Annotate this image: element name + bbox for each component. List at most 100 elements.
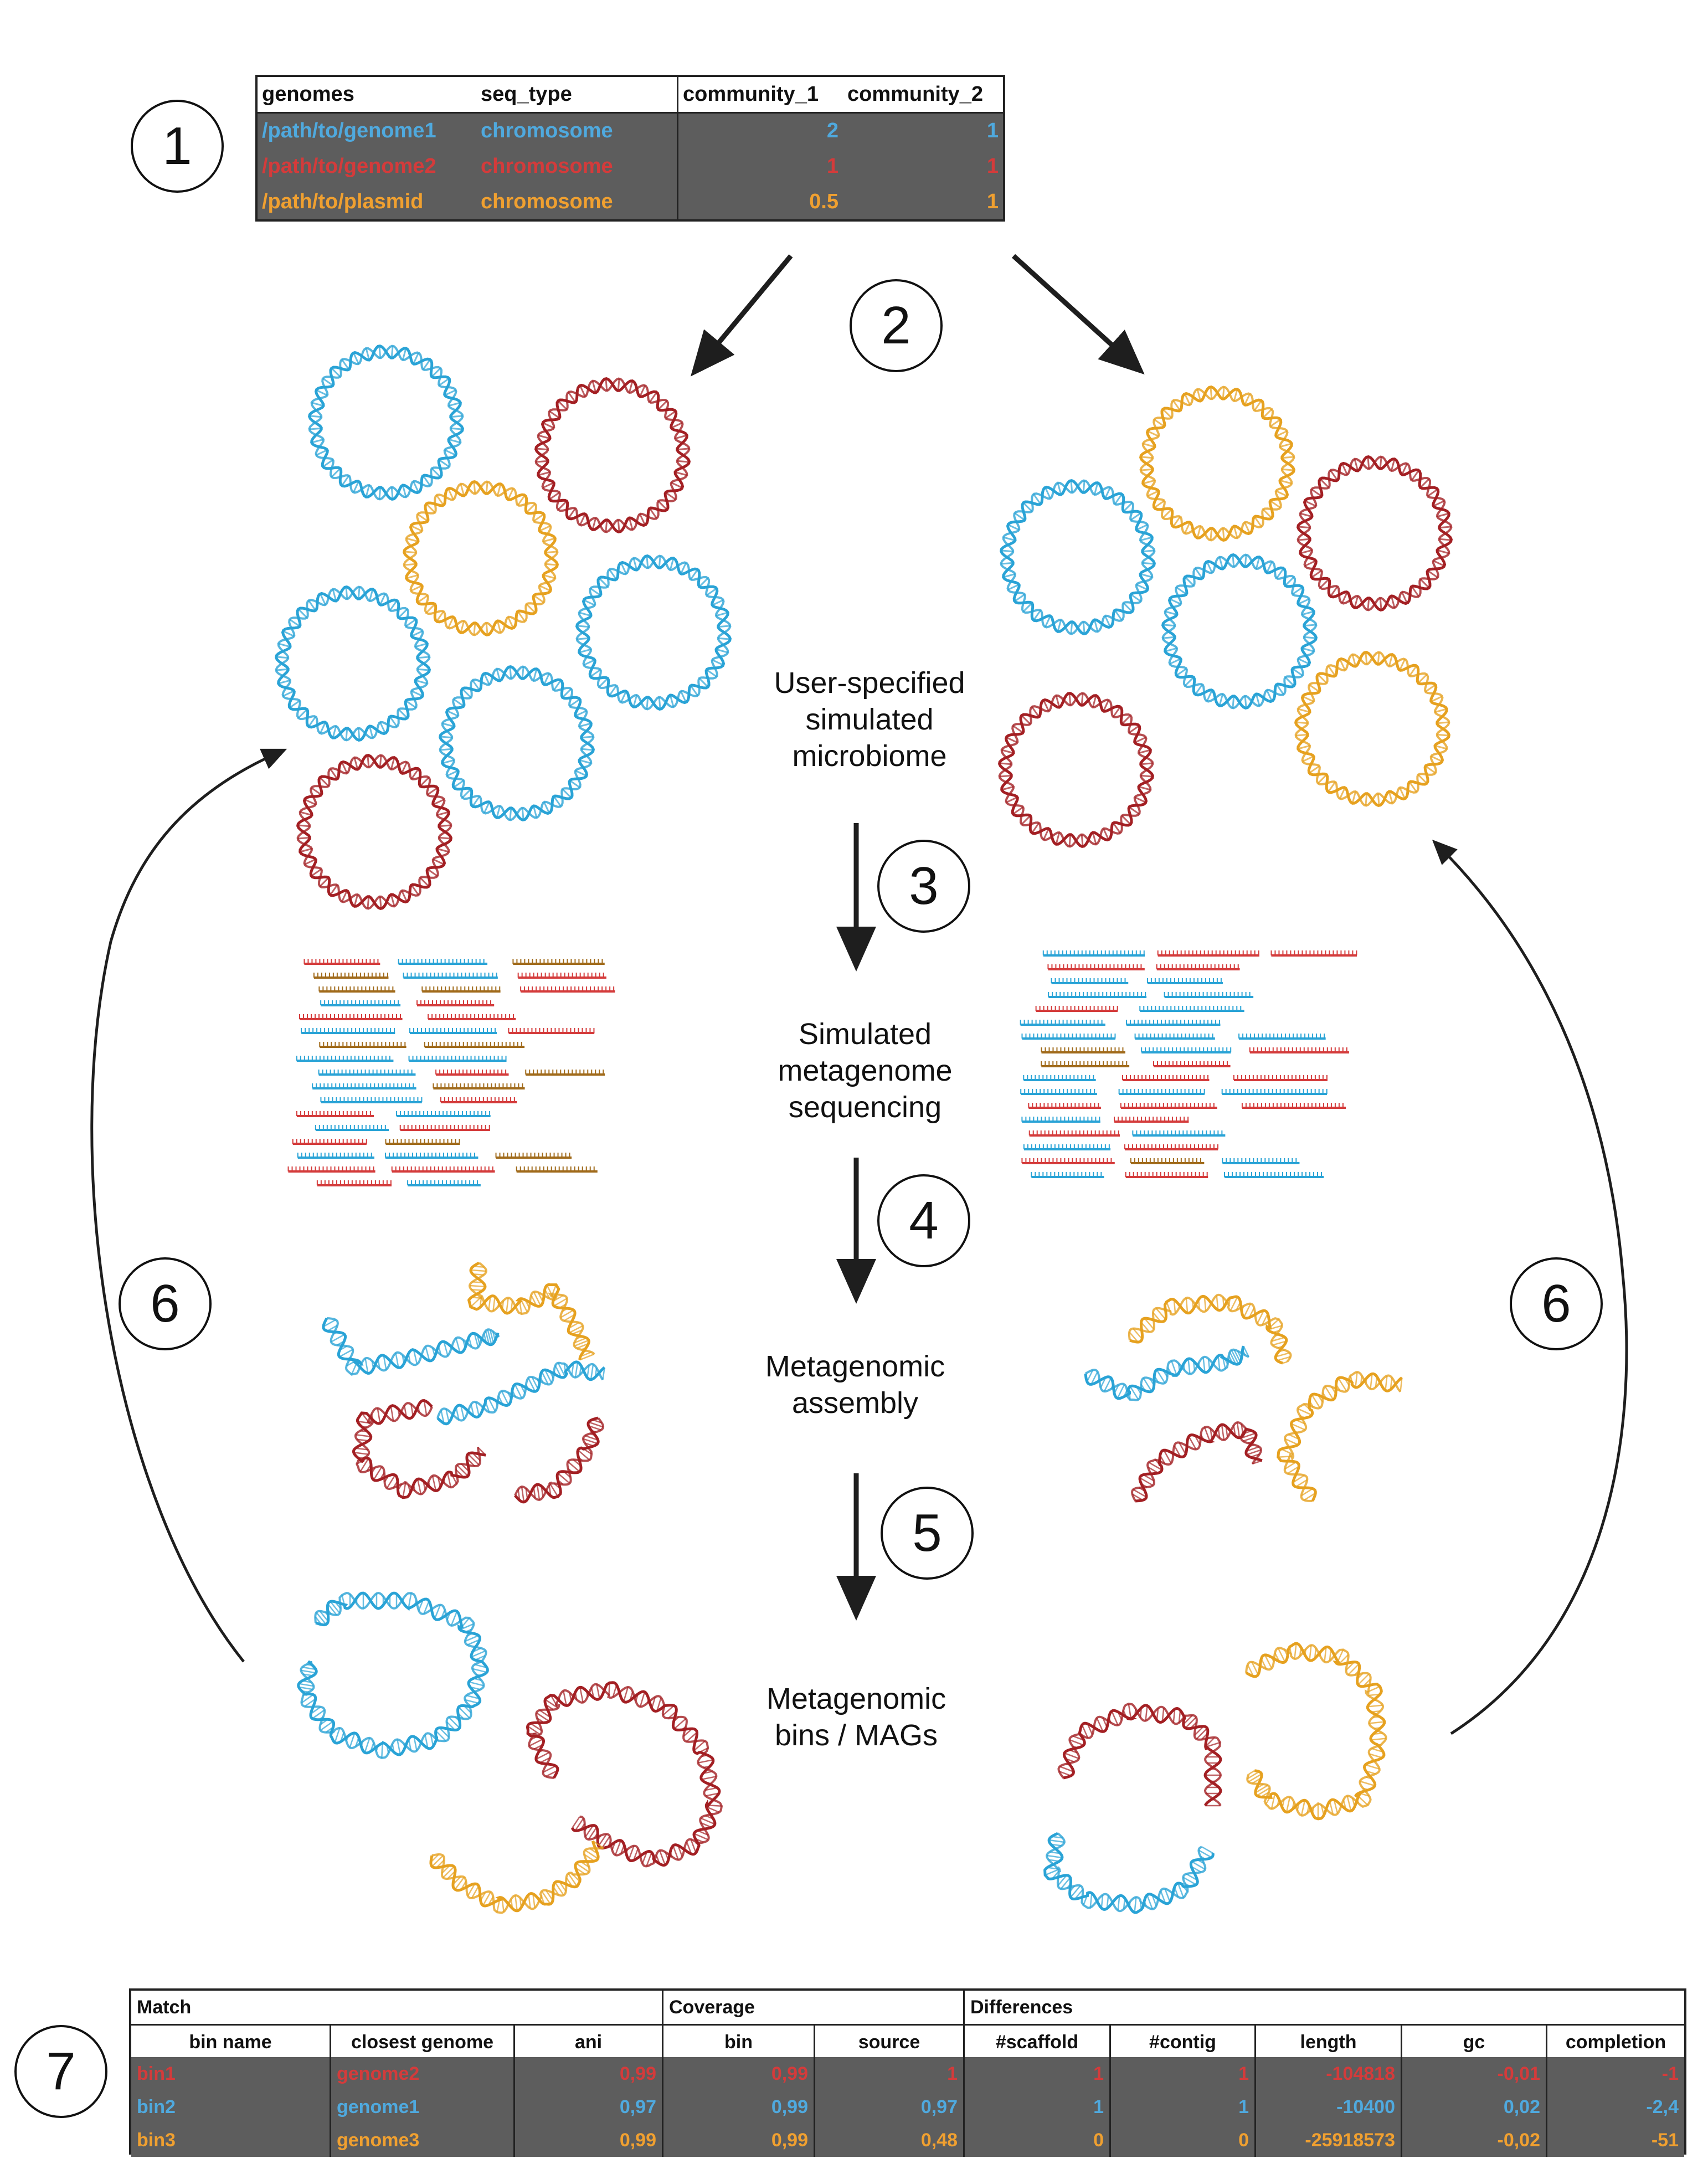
sequencing-read-icon (1125, 1172, 1208, 1178)
dna-ring-icon (999, 479, 1156, 636)
dna-strand-icon (436, 1360, 606, 1426)
sequencing-read-icon (403, 973, 498, 979)
scaffold-diff: 1 (963, 2090, 1109, 2124)
sequencing-read-icon (435, 1070, 509, 1076)
table-row: bin3 genome3 0,99 0,99 0,48 0 0 -2591857… (131, 2124, 1684, 2157)
step-badge-2: 2 (850, 279, 943, 372)
dna-strand-icon (467, 1261, 595, 1361)
seq-type: chromosome (476, 184, 677, 219)
sequencing-read-icon (1023, 1144, 1111, 1150)
sequencing-read-icon (424, 1042, 525, 1048)
ani-value: 0,99 (513, 2124, 662, 2157)
genome-path: /path/to/genome2 (258, 148, 476, 184)
results-table: Match Coverage Differences bin name clos… (129, 1988, 1686, 2157)
dna-strand-icon (1131, 1421, 1263, 1503)
sequencing-read-icon (320, 1097, 423, 1103)
sequencing-read-icon (428, 1014, 516, 1020)
dna-ring-icon (534, 377, 691, 534)
dna-strand-icon (1277, 1371, 1403, 1502)
sequencing-read-icon (384, 1153, 479, 1159)
group-differences: Differences (963, 1991, 1684, 2024)
sequencing-read-icon (318, 1070, 416, 1076)
sequencing-read-icon (1146, 978, 1223, 984)
dna-ring-icon (997, 691, 1155, 849)
sequencing-read-icon (433, 1083, 525, 1089)
sequencing-read-icon (1124, 1144, 1218, 1150)
stage-label-bins: Metagenomic bins / MAGs (729, 1680, 984, 1754)
loop-arrow-right (1432, 839, 1628, 1735)
sequencing-read-icon (1120, 1103, 1217, 1109)
community-2-abundance: 1 (843, 184, 1003, 219)
flow-arrow (1011, 254, 1145, 375)
sequencing-read-icon (1122, 1075, 1210, 1081)
sequencing-read-icon (1047, 964, 1145, 970)
col-source: source (814, 2026, 963, 2059)
sequencing-read-icon (399, 1125, 490, 1131)
sequencing-read-icon (409, 1028, 497, 1034)
genome-path: /path/to/genome1 (258, 114, 476, 149)
sequencing-read-icon (512, 959, 605, 965)
header-community-2: community_2 (843, 77, 1003, 114)
dna-ring-icon (1161, 553, 1318, 710)
sequencing-read-icon (319, 1042, 407, 1048)
bin-coverage: 0,99 (662, 2090, 814, 2124)
closest-genome: genome1 (330, 2090, 513, 2124)
stage-label-assembly: Metagenomic assembly (728, 1348, 982, 1421)
stage-label-sequencing: Simulated metagenome sequencing (738, 1016, 992, 1125)
contig-diff: 1 (1109, 2057, 1254, 2090)
dna-strand-icon (429, 1840, 604, 1914)
stage-line: Metagenomic (766, 1682, 946, 1715)
header-genomes: genomes (258, 77, 476, 114)
sequencing-read-icon (1118, 1089, 1205, 1095)
step-badge-5: 5 (881, 1487, 974, 1580)
sequencing-read-icon (1021, 1034, 1116, 1040)
stage-line: User-specified (774, 666, 965, 700)
sequencing-read-icon (1031, 1172, 1104, 1178)
step-badge-6-right: 6 (1510, 1257, 1603, 1350)
sequencing-read-icon (520, 986, 615, 993)
sequencing-read-icon (1221, 1089, 1328, 1095)
stage-line: microbiome (792, 739, 947, 773)
dna-strand-icon (1084, 1345, 1250, 1401)
sequencing-read-icon (391, 1166, 495, 1173)
sequencing-read-icon (1035, 1006, 1118, 1012)
sequencing-read-icon (296, 1056, 394, 1062)
sequencing-read-icon (1041, 1061, 1130, 1067)
sequencing-read-icon (1164, 992, 1254, 998)
sequencing-read-icon (1134, 1034, 1215, 1040)
dna-strand-icon (322, 1317, 500, 1376)
sequencing-read-icon (1130, 1158, 1205, 1164)
sequencing-read-icon (287, 1166, 375, 1173)
dna-ring-icon (307, 344, 465, 501)
sequencing-read-icon (1042, 950, 1145, 957)
sequencing-read-icon (407, 1180, 481, 1186)
sequencing-read-icon (1222, 1158, 1300, 1164)
sequencing-read-icon (416, 1000, 495, 1006)
sequencing-read-icon (1141, 1047, 1232, 1053)
sequencing-read-icon (292, 1139, 367, 1145)
sequencing-read-icon (1238, 1034, 1326, 1040)
dna-ring-icon (1294, 650, 1451, 808)
dna-ring-icon (296, 753, 453, 911)
group-coverage: Coverage (662, 1991, 963, 2024)
seq-type: chromosome (476, 148, 677, 184)
sequencing-read-icon (312, 1083, 416, 1089)
sequencing-read-icon (440, 1097, 517, 1103)
bin-name: bin1 (137, 2063, 176, 2084)
sequencing-read-icon (1041, 1047, 1125, 1053)
col-bin-name: bin name (189, 2031, 272, 2053)
sequencing-read-icon (1023, 1075, 1096, 1081)
community-1-abundance: 2 (677, 114, 843, 149)
stage-line: sequencing (788, 1091, 942, 1124)
stage-line: simulated (805, 703, 934, 736)
sequencing-read-icon (318, 986, 395, 993)
sequencing-read-icon (525, 1070, 605, 1076)
col-bin: bin (662, 2026, 814, 2059)
loop-arrow-left (90, 748, 287, 1663)
dna-ring-icon (402, 480, 559, 637)
sequencing-read-icon (299, 1014, 403, 1020)
sequencing-read-icon (1132, 1130, 1226, 1137)
completion-diff: -2,4 (1546, 2090, 1684, 2124)
table-row: bin1 genome2 0,99 0,99 1 1 1 -104818 -0,… (131, 2057, 1684, 2090)
